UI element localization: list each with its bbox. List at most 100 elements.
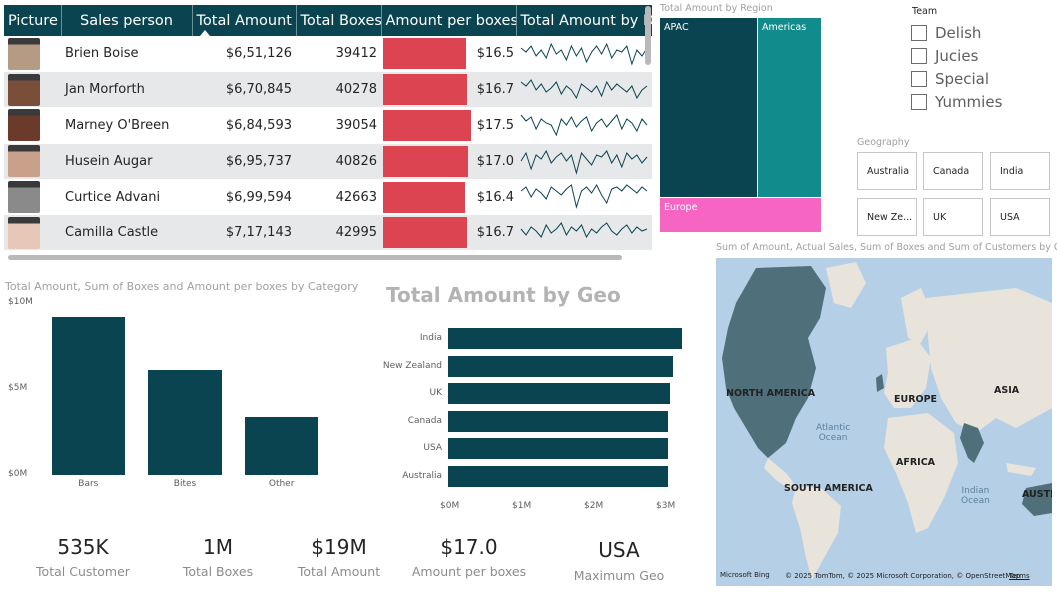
kpi-amount-per-boxes-value: $17.0 xyxy=(440,535,498,559)
table-row[interactable]: Husein Augar $6,95,737 40826 $17.0 xyxy=(4,143,652,180)
col-header-total-amount-by-date[interactable]: Total Amount by Da xyxy=(516,5,652,36)
table-row[interactable]: Jan Morforth $6,70,845 40278 $16.7 xyxy=(4,71,652,109)
sparkline-series xyxy=(520,184,648,209)
y-tick-label: $0M xyxy=(8,469,28,479)
geo-tile-canada[interactable]: Canada xyxy=(923,152,983,190)
geo-tile-australia[interactable]: Australia xyxy=(857,152,917,190)
uk-land xyxy=(876,374,884,392)
x-tick-label: $0M xyxy=(440,501,460,511)
geo-bar[interactable] xyxy=(448,438,669,459)
data-bar-value: $16.7 xyxy=(476,225,514,241)
cell-total-amount: $6,99,594 xyxy=(192,179,296,216)
table-vertical-scrollbar[interactable] xyxy=(645,6,651,65)
table-row[interactable]: Camilla Castle $7,17,143 42995 $16.7 xyxy=(4,214,652,252)
geo-tile-india[interactable]: India xyxy=(990,152,1050,190)
geo-tile-new-zealand[interactable]: New Ze... xyxy=(857,198,917,236)
sparkline xyxy=(520,221,648,238)
map-label-indian-line1: Indian xyxy=(961,486,990,496)
table-row[interactable]: Curtice Advani $6,99,594 42663 $16.4 xyxy=(4,179,652,216)
col-header-sales-person[interactable]: Sales person xyxy=(61,5,193,36)
bing-logo: Microsoft Bing xyxy=(720,571,770,579)
team-option-label: Delish xyxy=(935,24,982,42)
geo-bar[interactable] xyxy=(448,410,669,432)
data-bar-value: $16.5 xyxy=(476,46,514,61)
cell-sales-person: Brien Boise xyxy=(61,36,192,73)
cell-amount-per-boxes: $16.7 xyxy=(381,71,516,109)
col-header-picture[interactable]: Picture xyxy=(4,5,62,36)
geo-tile-usa[interactable]: USA xyxy=(990,198,1050,236)
geo-bar[interactable] xyxy=(448,383,670,404)
team-option-jucies[interactable]: Jucies xyxy=(911,46,978,66)
table-row[interactable]: Marney O'Breen $6,84,593 39054 $17.5 xyxy=(4,107,652,144)
category-column-chart: $0M $5M $10M Bars Bites Other xyxy=(0,295,370,495)
kpi-total-customer-label: Total Customer xyxy=(36,564,130,579)
asia-land xyxy=(926,288,1052,433)
treemap-tile-americas[interactable]: Americas xyxy=(758,18,821,197)
checkbox[interactable] xyxy=(911,48,927,64)
avatar xyxy=(8,145,40,178)
geo-tile-uk[interactable]: UK xyxy=(923,198,983,236)
world-map-graphic xyxy=(722,262,1052,580)
cell-total-boxes: 39054 xyxy=(296,107,381,144)
team-option-delish[interactable]: Delish xyxy=(911,23,981,43)
kpi-total-boxes-label: Total Boxes xyxy=(182,564,254,579)
cell-picture xyxy=(4,71,61,109)
y-category-label: Australia xyxy=(402,470,442,481)
central-america-land xyxy=(764,458,796,490)
y-category-label: New Zealand xyxy=(382,360,442,371)
x-tick-label: Other xyxy=(268,479,295,489)
checkbox[interactable] xyxy=(911,94,927,110)
data-bar-value: $17.5 xyxy=(476,118,514,134)
sparkline-series xyxy=(520,221,648,238)
cell-total-boxes: 39412 xyxy=(296,36,381,73)
geo-bar-chart: India New Zealand UK Canada USA Australia $0M $… xyxy=(380,320,710,520)
cell-picture xyxy=(4,107,61,144)
data-bar xyxy=(383,38,466,69)
table-row[interactable]: Brien Boise $6,51,126 39412 $16.5 xyxy=(4,36,652,73)
cell-total-amount: $6,51,126 xyxy=(192,36,296,73)
greenland-land xyxy=(826,262,866,308)
team-option-label: Yummies xyxy=(935,93,1003,111)
cell-amount-per-boxes: $16.4 xyxy=(381,179,516,216)
column-bar[interactable] xyxy=(244,416,319,475)
data-bar-value: $17.0 xyxy=(476,153,514,169)
kpi-maximum-geo-value: USA xyxy=(598,538,640,562)
treemap-label-europe: Europe xyxy=(664,202,698,213)
cell-total-amount: $6,84,593 xyxy=(192,107,296,144)
checkbox[interactable] xyxy=(911,25,927,41)
treemap-tile-apac[interactable]: APAC xyxy=(660,18,757,197)
table-horizontal-scrollbar[interactable] xyxy=(8,255,622,260)
cell-sparkline xyxy=(516,71,652,109)
geo-bar[interactable] xyxy=(448,355,674,377)
column-bar[interactable] xyxy=(51,316,126,475)
treemap-label-americas: Americas xyxy=(762,22,807,33)
treemap-tile-europe[interactable]: Europe xyxy=(660,198,821,232)
team-option-special[interactable]: Special xyxy=(911,69,989,89)
cell-sparkline xyxy=(516,36,652,73)
india-land xyxy=(960,423,984,463)
col-header-total-boxes[interactable]: Total Boxes xyxy=(296,5,382,36)
scandinavia-land xyxy=(901,288,934,343)
column-bar[interactable] xyxy=(148,370,222,475)
cell-amount-per-boxes: $17.5 xyxy=(381,107,516,144)
cell-sparkline xyxy=(516,214,652,252)
table-header-row: Picture Sales person Total Amount Total … xyxy=(4,5,652,36)
avatar xyxy=(8,181,40,214)
cell-sparkline xyxy=(516,143,652,180)
team-option-yummies[interactable]: Yummies xyxy=(911,92,1002,112)
data-bar xyxy=(383,145,468,177)
map-visual[interactable]: NORTH AMERICA EUROPE ASIA AFRICA SOUTH A… xyxy=(716,258,1052,586)
cell-sales-person: Husein Augar xyxy=(61,143,192,180)
map-label-australia: AUSTR xyxy=(1022,489,1052,500)
map-label-indian-ocean: Indian Ocean xyxy=(961,486,990,506)
cell-sales-person: Marney O'Breen xyxy=(61,107,192,144)
x-tick-label: Bars xyxy=(78,479,99,489)
checkbox[interactable] xyxy=(911,71,927,87)
geo-bar[interactable] xyxy=(448,465,668,487)
australia-land xyxy=(1022,483,1052,516)
geo-bar[interactable] xyxy=(448,328,682,349)
col-header-amount-per-boxes[interactable]: Amount per boxes xyxy=(381,5,517,36)
sparkline xyxy=(520,184,648,209)
map-terms-link[interactable]: Terms xyxy=(1009,572,1030,580)
x-tick-label: Bites xyxy=(173,479,197,489)
